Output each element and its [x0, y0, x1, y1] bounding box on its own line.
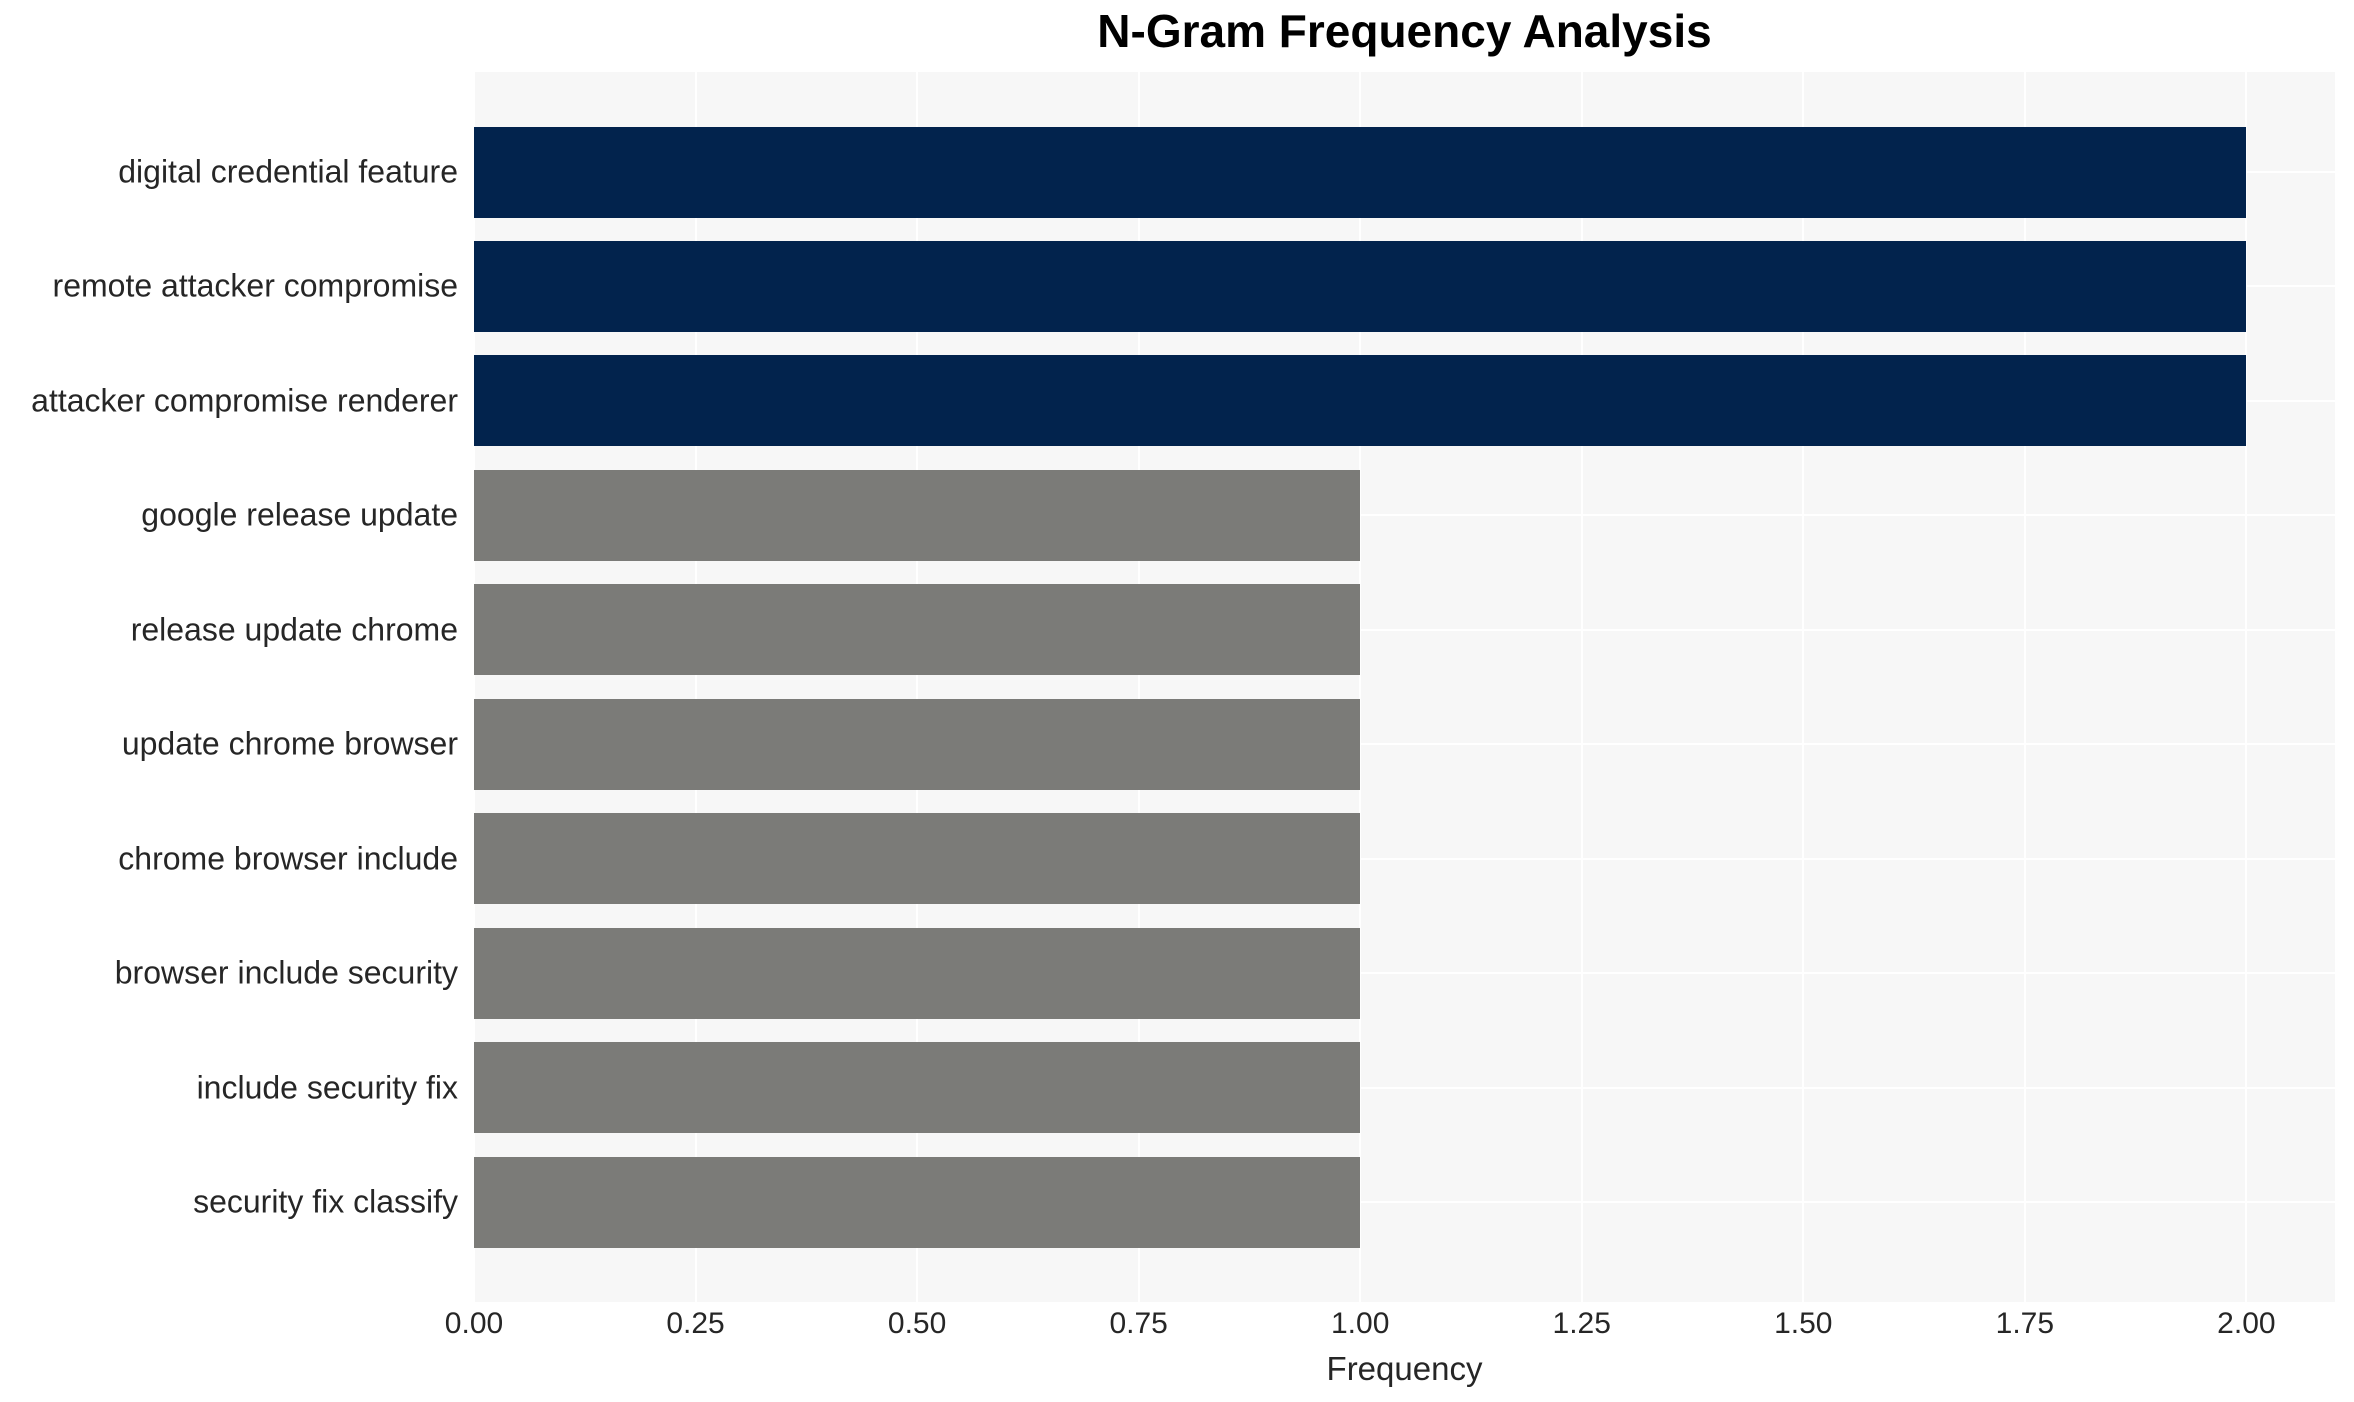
gridline-vertical — [1359, 72, 1362, 1302]
y-tick-label: remote attacker compromise — [52, 267, 458, 304]
x-tick-label: 0.25 — [666, 1307, 725, 1340]
x-tick-label: 1.25 — [1552, 1307, 1611, 1340]
bar-include-security-fix — [474, 1042, 1361, 1134]
bar-chrome-browser-include — [474, 813, 1361, 905]
bar-release-update-chrome — [474, 584, 1361, 676]
gridline-horizontal — [474, 1201, 2335, 1203]
gridline-vertical — [2023, 72, 2026, 1302]
y-tick-label: google release update — [141, 496, 458, 533]
x-axis-title: Frequency — [1326, 1350, 1483, 1387]
y-tick-label: release update chrome — [130, 611, 458, 648]
y-tick-label: include security fix — [196, 1068, 458, 1105]
chart-title: N-Gram Frequency Analysis — [1097, 5, 1712, 57]
x-axis-ticks: 0.00 0.25 0.50 0.75 1.00 1.25 1.50 1.75 2.00 — [445, 1307, 2335, 1345]
gridline-vertical — [1580, 72, 1583, 1302]
x-tick-label: 0.75 — [1109, 1307, 1168, 1340]
gridline-horizontal — [474, 1086, 2335, 1089]
gridline-vertical — [2245, 72, 2248, 1302]
bar-google-release-update — [474, 469, 1361, 561]
gridline-vertical — [473, 72, 475, 1302]
y-tick-label: digital credential feature — [118, 153, 458, 190]
gridline-vertical — [694, 72, 697, 1302]
y-tick-label: chrome browser include — [118, 840, 458, 877]
gridline-horizontal — [474, 743, 2335, 746]
y-tick-label: update chrome browser — [121, 725, 458, 762]
y-axis-labels: digital credential feature remote attacke… — [0, 72, 466, 1302]
gridline-horizontal — [474, 514, 2335, 517]
gridline-vertical — [916, 72, 919, 1302]
x-tick-label: 2.00 — [2217, 1307, 2276, 1340]
gridline-horizontal — [474, 972, 2335, 975]
bar-update-chrome-browser — [474, 698, 1361, 790]
gridline-horizontal — [474, 628, 2335, 631]
y-tick-label: attacker compromise renderer — [31, 382, 458, 419]
y-tick-label: browser include security — [114, 954, 458, 991]
x-tick-label: 0.50 — [887, 1307, 947, 1340]
gridline-horizontal — [474, 857, 2335, 860]
y-tick-label: security fix classify — [193, 1183, 458, 1220]
x-tick-label: 0.00 — [444, 1307, 504, 1340]
x-tick-label: 1.75 — [1995, 1307, 2055, 1340]
x-tick-label: 1.50 — [1774, 1307, 1833, 1340]
gridline-vertical — [1137, 72, 1140, 1302]
bar-remote-attacker-compromise — [474, 240, 2247, 332]
plot-area — [473, 72, 2335, 1302]
bar-digital-credential-feature — [474, 126, 2247, 218]
bar-security-fix-classify — [474, 1156, 1361, 1248]
bar-attacker-compromise-renderer — [474, 355, 2247, 447]
x-tick-label: 1.00 — [1330, 1307, 1390, 1340]
bar-browser-include-security — [474, 927, 1361, 1019]
gridline-vertical — [1802, 72, 1805, 1302]
